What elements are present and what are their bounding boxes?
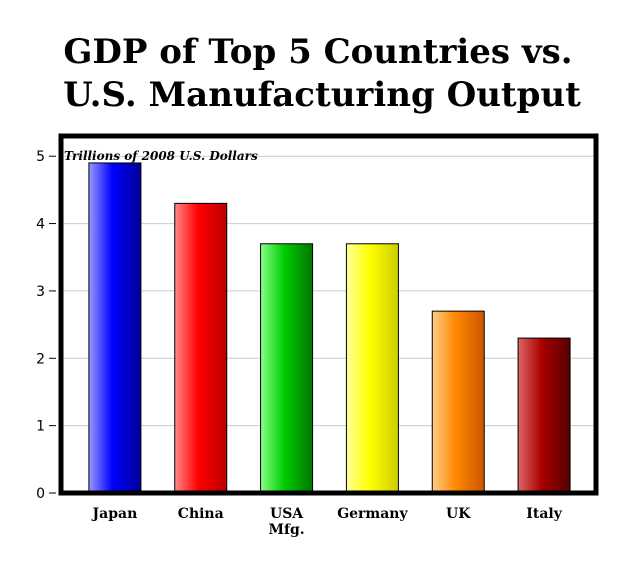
y-axis-label: Trillions of 2008 U.S. Dollars — [64, 149, 258, 163]
category-label-3: Germany — [337, 506, 408, 522]
y-tick-label-5: 5 — [36, 149, 45, 165]
y-tick-label-2: 2 — [36, 351, 45, 367]
bar-0 — [88, 162, 142, 494]
bar-1 — [174, 202, 228, 494]
category-label-4: UK — [446, 506, 471, 522]
category-label-1: China — [178, 506, 224, 522]
bar-5 — [517, 337, 571, 494]
bar-2 — [260, 243, 314, 494]
bar-4 — [431, 310, 485, 494]
grid-lines — [61, 155, 596, 427]
chart-title-line-2: U.S. Manufacturing Output — [63, 75, 581, 115]
chart-title-line-1: GDP of Top 5 Countries vs. — [63, 32, 572, 72]
category-label-0: Japan — [91, 506, 138, 522]
bars — [88, 162, 571, 494]
category-label-2-1: Mfg. — [268, 522, 304, 538]
plot-frame — [58, 133, 599, 496]
y-tick-label-3: 3 — [36, 284, 45, 300]
bar-3 — [345, 243, 399, 494]
category-label-5: Italy — [526, 506, 562, 522]
y-tick-label-0: 0 — [36, 486, 45, 502]
y-tick-label-1: 1 — [36, 419, 45, 435]
y-axis-ticks: 0 1 2 3 4 5 — [36, 149, 56, 502]
category-label-2-0: USA — [270, 506, 304, 522]
y-tick-label-4: 4 — [36, 217, 45, 233]
